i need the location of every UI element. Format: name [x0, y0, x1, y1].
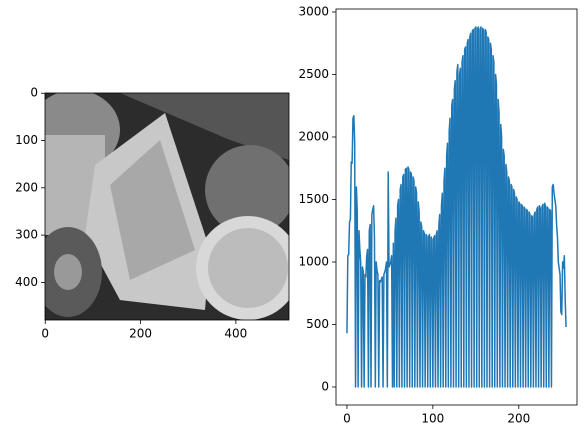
- x-tick-label: 100: [421, 412, 444, 426]
- y-tick-label: 100: [15, 133, 38, 147]
- y-tick-label: 300: [15, 228, 38, 242]
- grayscale-image: [45, 93, 289, 320]
- image-frame: [44, 92, 290, 321]
- y-tick-label: 0: [30, 86, 38, 100]
- plot-frame: [335, 8, 578, 406]
- y-tick-label: 2000: [298, 130, 329, 144]
- y-tick-label: 3000: [298, 5, 329, 19]
- x-tick-label: 0: [41, 327, 49, 341]
- x-tick-label: 200: [507, 412, 530, 426]
- y-tick-label: 2500: [298, 67, 329, 81]
- x-tick-label: 200: [129, 327, 152, 341]
- histogram-line: [346, 26, 567, 388]
- y-tick-label: 1500: [298, 192, 329, 206]
- y-tick-label: 1000: [298, 255, 329, 269]
- x-tick-label: 0: [343, 412, 351, 426]
- x-tick-label: 400: [224, 327, 247, 341]
- y-tick-label: 400: [15, 275, 38, 289]
- y-tick-label: 200: [15, 180, 38, 194]
- y-tick-label: 0: [321, 380, 329, 394]
- y-tick-label: 500: [306, 317, 329, 331]
